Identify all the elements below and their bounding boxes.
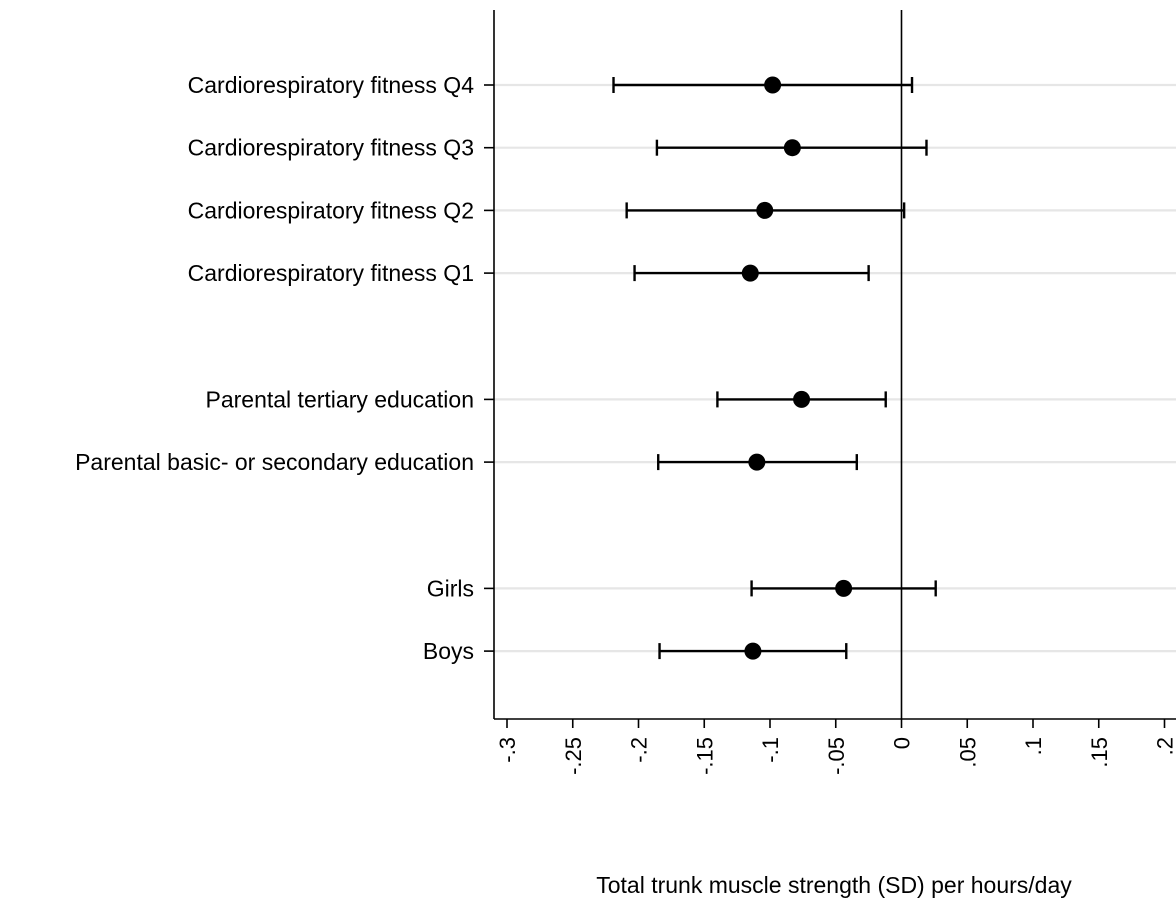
point-estimate (835, 579, 853, 597)
point-estimate (741, 264, 759, 282)
x-tick-label: .05 (955, 737, 980, 768)
row-label: Cardiorespiratory fitness Q2 (188, 197, 474, 223)
point-estimates (741, 76, 853, 660)
point-estimate (793, 390, 811, 408)
row-label: Parental tertiary education (206, 386, 475, 412)
point-estimate (783, 139, 801, 157)
y-axis-labels: Cardiorespiratory fitness Q4 Cardiorespir… (75, 72, 494, 664)
x-tick-label: -.1 (758, 737, 783, 763)
point-estimate (744, 642, 762, 660)
row-label: Girls (427, 575, 474, 601)
x-tick-label: .1 (1021, 737, 1046, 755)
row-label: Parental basic- or secondary education (75, 449, 474, 475)
x-tick-label: -.05 (824, 737, 849, 775)
x-axis-ticks: -.3 -.25 -.2 -.15 -.1 -.05 0 .05 .1 .15 .2 (495, 719, 1176, 775)
gridlines (494, 83, 1176, 653)
point-estimate (748, 453, 766, 471)
x-tick-label: .2 (1153, 737, 1176, 755)
x-tick-label: -.25 (561, 737, 586, 775)
row-label: Cardiorespiratory fitness Q3 (188, 135, 474, 161)
row-label: Cardiorespiratory fitness Q1 (188, 260, 474, 286)
x-tick-label: 0 (890, 737, 915, 749)
x-tick-label: -.2 (627, 737, 652, 763)
x-axis-title: Total trunk muscle strength (SD) per hou… (596, 872, 1072, 898)
row-label: Boys (423, 638, 474, 664)
axes (493, 10, 1176, 720)
x-tick-label: -.15 (692, 737, 717, 775)
row-label: Cardiorespiratory fitness Q4 (188, 72, 475, 98)
point-estimate (764, 76, 782, 94)
x-tick-label: -.3 (495, 737, 520, 763)
x-tick-label: .15 (1087, 737, 1112, 768)
confidence-intervals (612, 77, 937, 660)
point-estimate (756, 201, 774, 219)
